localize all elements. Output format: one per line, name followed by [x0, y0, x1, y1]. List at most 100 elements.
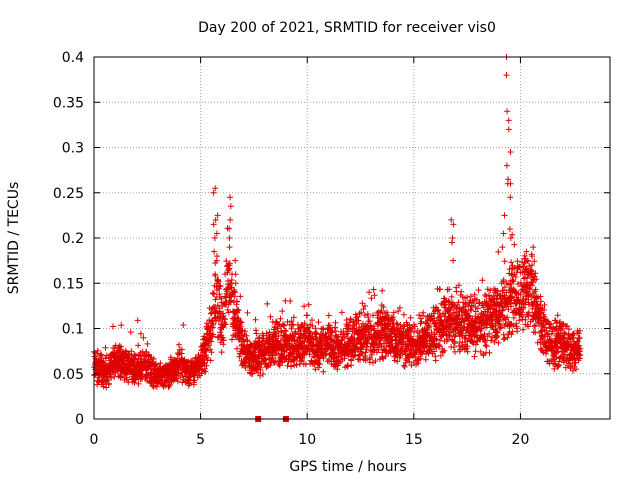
data-point	[237, 293, 244, 300]
data-point	[478, 326, 485, 332]
data-point	[450, 257, 457, 264]
data-point	[144, 340, 151, 347]
data-points	[90, 54, 584, 422]
data-point	[312, 325, 319, 332]
data-point	[110, 323, 116, 330]
data-point	[236, 353, 243, 360]
data-point	[301, 303, 308, 310]
data-point	[406, 358, 413, 365]
data-point	[379, 287, 386, 294]
y-tick-label: 0	[75, 412, 84, 428]
data-point	[260, 335, 267, 342]
data-point	[520, 326, 527, 333]
y-tick-label: 0.35	[53, 95, 84, 111]
data-point	[313, 330, 320, 337]
data-point	[451, 340, 458, 347]
data-point	[436, 342, 443, 349]
data-point	[377, 337, 384, 344]
data-point	[459, 330, 466, 337]
data-point	[357, 356, 364, 363]
data-point	[331, 351, 338, 358]
data-point	[180, 357, 187, 364]
data-point	[491, 339, 498, 345]
data-point	[487, 287, 494, 294]
data-point	[449, 235, 456, 241]
data-point	[425, 324, 432, 331]
data-point	[480, 304, 487, 311]
data-point	[212, 185, 219, 192]
y-tick-label: 0.25	[53, 186, 84, 202]
y-tick-label: 0.05	[53, 367, 84, 383]
data-point	[431, 348, 438, 355]
data-point	[312, 366, 319, 373]
data-point	[207, 357, 214, 364]
data-point	[252, 316, 259, 323]
data-point	[511, 241, 518, 248]
data-point	[476, 299, 483, 306]
data-point	[287, 298, 294, 304]
data-point	[437, 352, 444, 359]
data-point	[214, 253, 220, 260]
data-point	[227, 194, 233, 201]
grid-lines	[94, 57, 610, 419]
data-point	[355, 317, 362, 324]
data-point	[495, 339, 502, 346]
data-point	[417, 355, 424, 362]
data-point	[281, 322, 288, 329]
data-point	[234, 345, 240, 352]
data-point	[191, 377, 198, 384]
data-point	[327, 333, 334, 340]
data-point	[93, 350, 100, 357]
data-point	[214, 302, 221, 309]
data-point	[507, 194, 514, 201]
data-point	[216, 317, 222, 324]
data-point	[290, 357, 297, 364]
data-point	[102, 355, 109, 362]
data-point	[505, 126, 512, 133]
data-point	[220, 337, 227, 344]
data-point	[325, 312, 332, 319]
data-point	[235, 315, 242, 322]
data-point	[441, 347, 448, 354]
data-point	[361, 303, 368, 309]
data-point	[226, 235, 233, 241]
data-point	[208, 349, 215, 356]
data-point	[530, 244, 537, 251]
data-point	[415, 360, 422, 367]
data-point	[279, 321, 286, 328]
data-point	[348, 362, 355, 369]
data-point	[380, 304, 387, 311]
data-point	[379, 354, 386, 361]
data-point	[178, 346, 185, 353]
data-point	[496, 321, 503, 328]
data-point	[315, 364, 322, 371]
x-tick-label: 15	[405, 432, 423, 448]
data-point	[503, 162, 510, 169]
data-point	[425, 322, 432, 329]
data-point	[117, 343, 124, 350]
data-point	[315, 319, 322, 326]
x-axis-label: GPS time / hours	[289, 459, 406, 475]
data-point	[232, 271, 239, 278]
data-point	[375, 346, 382, 353]
data-point	[157, 360, 164, 367]
data-point	[127, 329, 134, 336]
data-point	[153, 383, 160, 390]
y-tick-label: 0.3	[62, 141, 84, 157]
data-point	[209, 290, 216, 297]
data-point	[447, 307, 454, 314]
data-point	[264, 300, 271, 307]
data-point	[275, 350, 282, 357]
data-point	[305, 301, 312, 308]
data-point	[486, 292, 492, 299]
data-point	[226, 225, 233, 232]
data-point	[179, 379, 186, 386]
data-point	[207, 346, 214, 353]
data-point	[234, 306, 241, 313]
data-point	[134, 317, 141, 324]
data-point	[228, 293, 235, 300]
data-point	[238, 319, 245, 326]
data-point	[462, 301, 469, 308]
data-point	[322, 330, 329, 337]
data-point	[407, 314, 414, 321]
